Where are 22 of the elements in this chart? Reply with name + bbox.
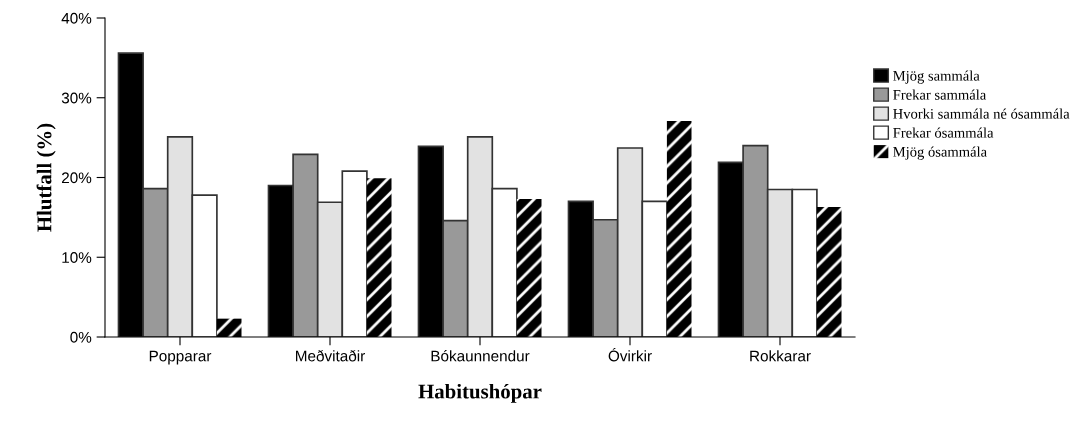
y-tick-label: 0%	[70, 331, 92, 343]
y-tick-label: 20%	[62, 172, 92, 184]
y-tick-label: 40%	[61, 12, 92, 24]
bar	[666, 120, 692, 337]
y-tick-label: 30%	[61, 92, 92, 104]
x-tick-label: Popparar	[149, 350, 212, 365]
bar	[816, 207, 842, 337]
y-tick-label: 10%	[62, 252, 92, 263]
legend-label: Hvorki sammála né ósammála	[893, 108, 1070, 119]
y-axis-title: Hlutfall (%)	[36, 123, 56, 232]
x-tick-label: Óvirkir	[608, 348, 652, 362]
x-tick-label: Rokkarar	[750, 350, 811, 362]
x-axis-title: Habitushópar	[418, 383, 542, 403]
legend-label: Mjög sammála	[893, 70, 980, 84]
legend-label: Frekar sammála	[893, 89, 987, 100]
bar	[516, 199, 542, 337]
x-tick-label: Meðvitaðir	[296, 349, 365, 362]
bar	[366, 178, 392, 337]
legend-label: Mjög ósammála	[893, 146, 987, 160]
x-tick-label: Bókaunnendur	[431, 350, 530, 362]
legend-label: Frekar ósammála	[893, 127, 994, 138]
bar	[216, 318, 242, 337]
